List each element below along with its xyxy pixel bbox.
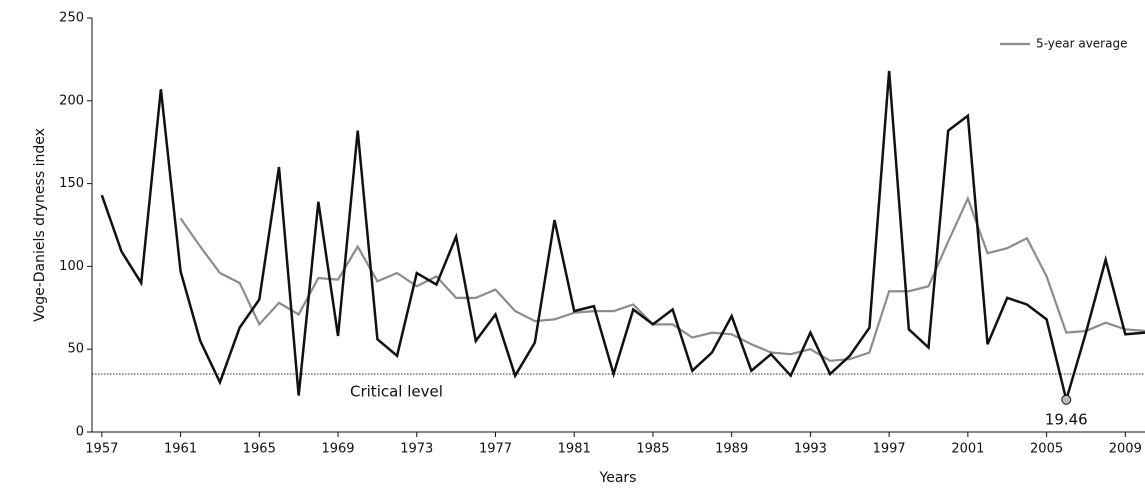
- series-line: [100, 70, 1145, 405]
- x-tick-label: 1969: [321, 442, 354, 457]
- x-tick-label: 1989: [715, 442, 748, 457]
- annotation-marker: [1061, 394, 1072, 405]
- x-tick-label: 2005: [1030, 442, 1063, 457]
- x-tick-label: 1965: [243, 442, 276, 457]
- y-axis-title: Voge-Daniels dryness index: [32, 128, 48, 322]
- legend-label: 5-year average: [1036, 37, 1127, 51]
- x-tick-label: 1961: [164, 442, 197, 457]
- critical-label: Critical level: [350, 383, 443, 401]
- y-tick-label: 50: [67, 342, 84, 357]
- x-axis-title: Years: [599, 470, 637, 486]
- y-tick-label: 0: [76, 425, 84, 440]
- x-tick-label: 2001: [951, 442, 984, 457]
- x-tick-label: 1957: [85, 442, 118, 457]
- y-tick-label: 150: [59, 176, 84, 191]
- x-tick-label: 1985: [636, 442, 669, 457]
- x-tick-label: 1981: [558, 442, 591, 457]
- series-line: [179, 195, 1145, 362]
- x-tick-label: 1997: [873, 442, 906, 457]
- x-tick-label: 1977: [479, 442, 512, 457]
- y-tick-label: 100: [59, 259, 84, 274]
- annotation-label: 19.46: [1045, 410, 1088, 428]
- y-tick-label: 250: [59, 11, 84, 26]
- x-tick-label: 1973: [400, 442, 433, 457]
- x-tick-label: 1993: [794, 442, 827, 457]
- y-tick-label: 200: [59, 93, 84, 108]
- x-tick-label: 2009: [1109, 442, 1142, 457]
